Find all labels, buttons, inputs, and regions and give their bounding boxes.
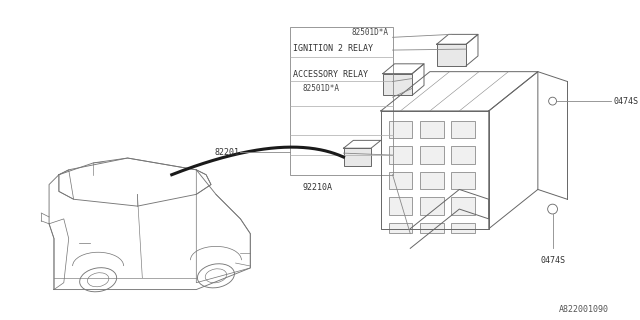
Text: 92210A: 92210A bbox=[302, 183, 332, 192]
Bar bbox=[420, 223, 444, 233]
Circle shape bbox=[548, 204, 557, 214]
Text: 0474S: 0474S bbox=[613, 97, 639, 106]
Ellipse shape bbox=[198, 264, 234, 288]
Bar bbox=[420, 121, 444, 139]
Ellipse shape bbox=[79, 268, 116, 292]
Circle shape bbox=[548, 97, 557, 105]
Bar bbox=[344, 148, 371, 166]
Text: 82201: 82201 bbox=[214, 148, 239, 157]
Bar bbox=[436, 44, 466, 66]
Text: 0474S: 0474S bbox=[540, 256, 565, 265]
Bar bbox=[451, 146, 475, 164]
Bar bbox=[388, 223, 412, 233]
Bar bbox=[451, 172, 475, 189]
Bar bbox=[451, 197, 475, 215]
Bar bbox=[383, 74, 412, 95]
Bar bbox=[388, 197, 412, 215]
Bar bbox=[388, 172, 412, 189]
Text: 82501D*A: 82501D*A bbox=[302, 84, 339, 93]
Bar bbox=[388, 146, 412, 164]
Ellipse shape bbox=[88, 273, 109, 287]
Bar bbox=[420, 172, 444, 189]
Bar bbox=[420, 146, 444, 164]
Bar bbox=[289, 28, 392, 175]
Text: A822001090: A822001090 bbox=[559, 305, 609, 314]
Text: 82501D*A: 82501D*A bbox=[351, 28, 388, 37]
Bar bbox=[451, 223, 475, 233]
Bar bbox=[388, 121, 412, 139]
Ellipse shape bbox=[205, 269, 227, 283]
Text: IGNITION 2 RELAY: IGNITION 2 RELAY bbox=[294, 44, 374, 52]
Text: ACCESSORY RELAY: ACCESSORY RELAY bbox=[294, 70, 369, 79]
Bar bbox=[451, 121, 475, 139]
Bar bbox=[420, 197, 444, 215]
